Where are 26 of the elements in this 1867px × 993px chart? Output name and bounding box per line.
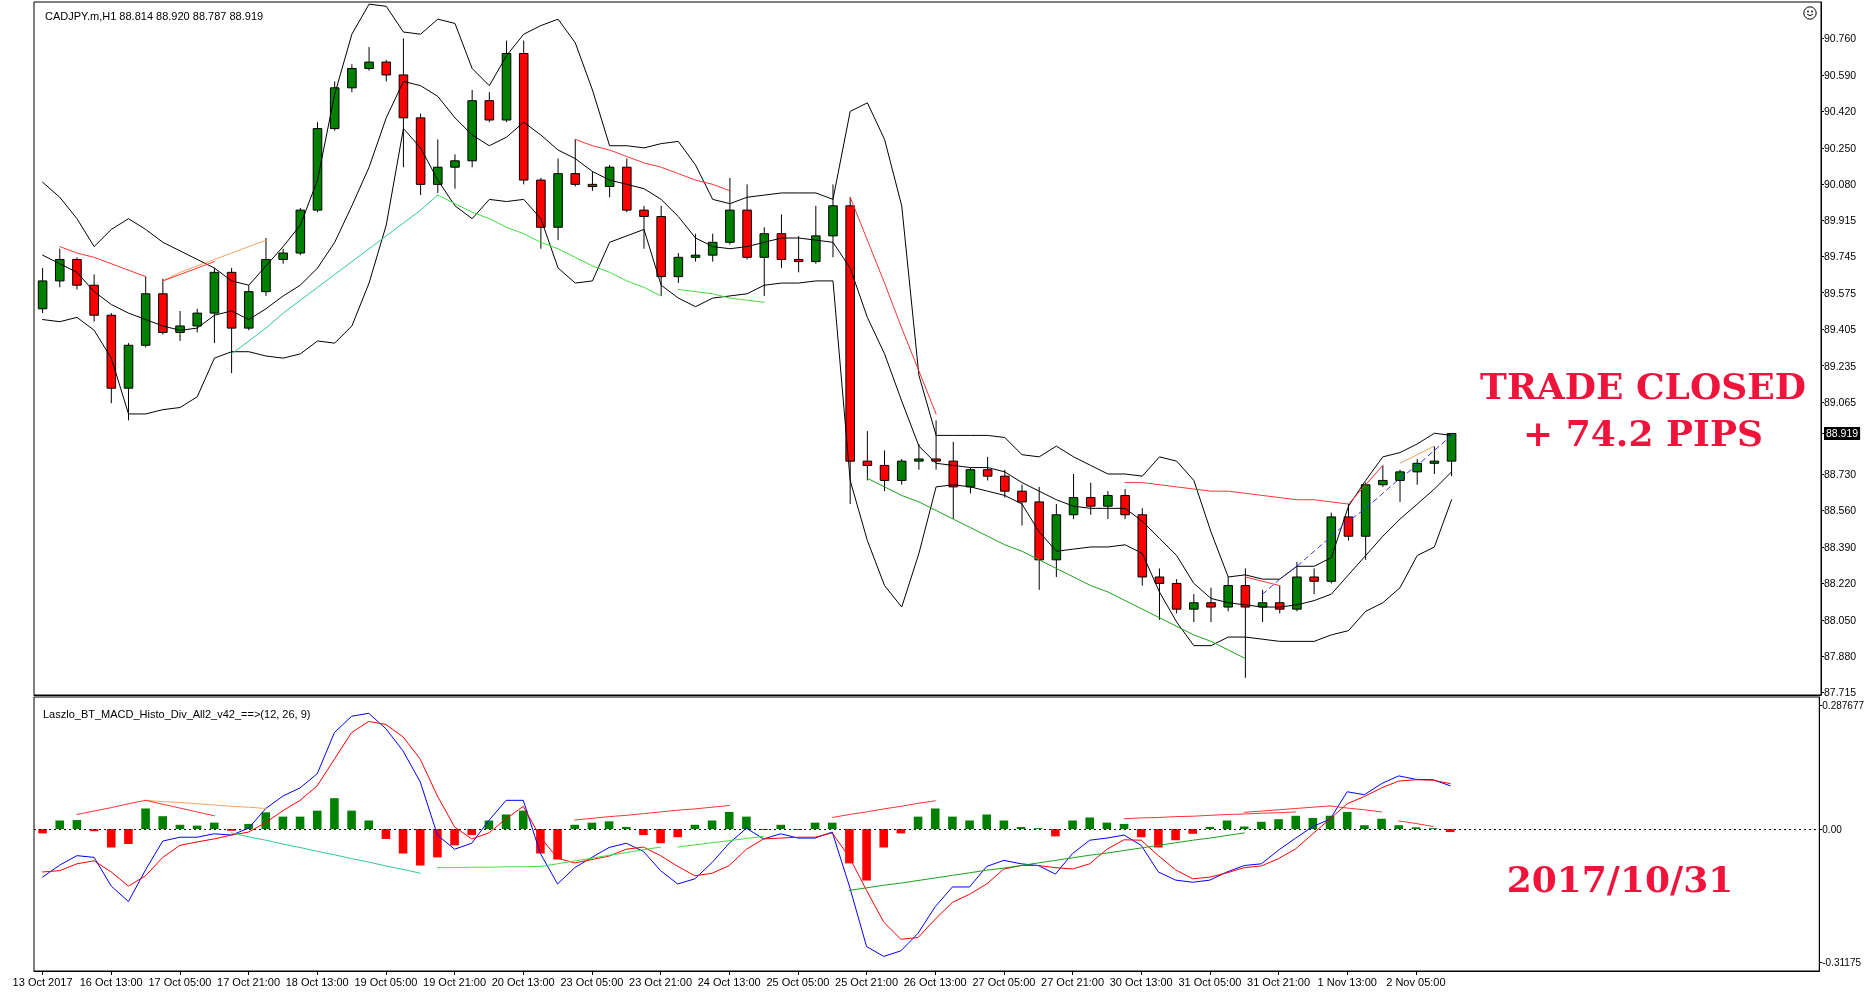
x-tick-label: 17 Oct 05:00 <box>148 975 212 988</box>
x-tick-label: 27 Oct 05:00 <box>972 975 1036 988</box>
x-tick-label: 24 Oct 13:00 <box>697 975 761 988</box>
x-tick-label: 13 Oct 2017 <box>12 975 73 988</box>
x-tick-label: 18 Oct 13:00 <box>285 975 349 988</box>
x-tick-label: 2 Nov 05:00 <box>1386 975 1446 988</box>
x-tick-label: 26 Oct 13:00 <box>903 975 967 988</box>
x-tick-label: 20 Oct 13:00 <box>491 975 555 988</box>
x-tick-label: 19 Oct 21:00 <box>423 975 487 988</box>
x-tick-label: 16 Oct 13:00 <box>79 975 143 988</box>
y-tick-label: 0.00 <box>1822 823 1843 835</box>
x-tick-label: 27 Oct 21:00 <box>1041 975 1105 988</box>
x-tick-label: 25 Oct 21:00 <box>835 975 899 988</box>
annotation: 2017/10/31 <box>1506 858 1734 900</box>
y-tick-label: 0.287677 <box>1822 700 1865 712</box>
x-tick-label: 30 Oct 13:00 <box>1109 975 1173 988</box>
text: Laszlo_BT_MACD_Histo_Div_All2_v42_==>(12, 26, 9) <box>43 707 311 720</box>
x-tick-label: 19 Oct 05:00 <box>354 975 418 988</box>
x-tick-label: 31 Oct 21:00 <box>1247 975 1311 988</box>
x-tick-label: 25 Oct 05:00 <box>766 975 830 988</box>
x-tick-label: 1 Nov 13:00 <box>1317 975 1377 988</box>
x-tick-label: 17 Oct 21:00 <box>217 975 281 988</box>
y-tick-label: -0.31175 <box>1822 957 1862 969</box>
x-tick-label: 23 Oct 21:00 <box>629 975 693 988</box>
x-tick-label: 23 Oct 05:00 <box>560 975 624 988</box>
x-tick-label: 31 Oct 05:00 <box>1178 975 1242 988</box>
